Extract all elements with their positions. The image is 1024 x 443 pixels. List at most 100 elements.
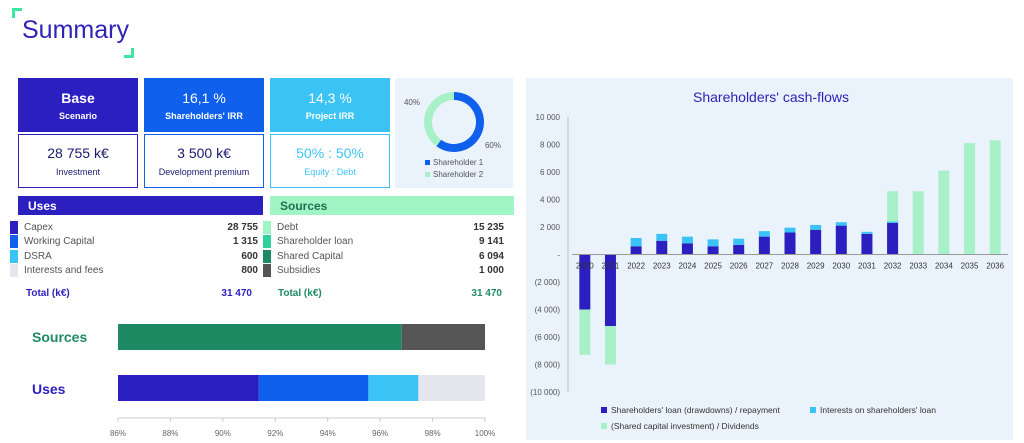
cashflow-x-tick-label: 2035: [961, 262, 979, 271]
title-brackets: [12, 8, 134, 58]
cashflow-x-tick-label: 2030: [832, 262, 850, 271]
hbar-segment: [418, 375, 485, 401]
cashflow-bar: [784, 227, 796, 233]
sources-bar-label: Sources: [32, 329, 88, 345]
cashflow-bar: [681, 236, 693, 244]
cashflow-x-tick-label: 2028: [781, 262, 799, 271]
cashflow-bar: [630, 246, 642, 255]
cashflow-bar: [989, 140, 1001, 255]
cashflow-y-tick-label: 4 000: [540, 196, 561, 205]
cashflow-bar: [656, 240, 668, 255]
cashflow-y-tick-label: 2 000: [540, 223, 561, 232]
sources-row-label: Subsidies: [277, 265, 321, 276]
sources-swatch: [263, 264, 271, 277]
uses-swatch: [10, 235, 18, 248]
cashflow-x-tick-label: 2036: [986, 262, 1004, 271]
uses-row-label: Working Capital: [24, 236, 95, 247]
kpi-investment-value: 28 755 k€: [47, 145, 109, 161]
kpi-shareholders-irr-value: 16,1 %: [182, 89, 226, 106]
cashflow-y-tick-label: 10 000: [536, 113, 561, 122]
page-title: Summary: [22, 16, 129, 44]
hbar-tick-label: 92%: [267, 429, 283, 438]
cashflow-y-tick-label: -: [557, 251, 560, 260]
cashflow-y-tick-label: (6 000): [535, 333, 561, 342]
kpi-investment: 28 755 k€ Investment: [18, 134, 138, 188]
cashflow-legend-swatch: [810, 407, 816, 413]
donut-label: 40%: [404, 98, 420, 107]
sources-row-value: 9 141: [478, 236, 504, 247]
kpi-development-premium: 3 500 k€ Development premium: [144, 134, 264, 188]
sources-total-value: 31 470: [471, 288, 502, 299]
hbar-tick-label: 90%: [215, 429, 231, 438]
cashflow-chart: Shareholders' cash-flows 10 000 8 000 6 000…: [530, 89, 1008, 431]
bracket-bottom-right: [124, 48, 134, 58]
kpi-development-premium-value: 3 500 k€: [177, 145, 231, 161]
cashflow-bar: [887, 221, 899, 223]
cashflow-bar: [707, 239, 719, 247]
hbar-segment: [118, 375, 259, 401]
cashflow-bar: [835, 222, 847, 226]
donut-legend-swatch: [425, 172, 430, 177]
sources-swatch: [263, 249, 271, 263]
sources-row-label: Shared Capital: [277, 250, 344, 262]
cashflow-legend-label: Shareholders' loan (drawdowns) / repayme…: [611, 405, 781, 415]
cashflow-bar: [861, 233, 873, 255]
cashflow-x-tick-label: 2034: [935, 262, 953, 271]
kpi-shareholders-irr: 16,1 % Shareholders' IRR: [144, 78, 264, 132]
cashflow-legend-label: (Shared capital investment) / Dividends: [611, 421, 759, 431]
hbar-tick-label: 86%: [110, 429, 126, 438]
kpi-equity-debt-label: Equity : Debt: [304, 167, 356, 177]
cashflow-y-tick-label: 6 000: [540, 168, 561, 177]
kpi-project-irr-label: Project IRR: [305, 110, 355, 121]
uses-row: Capex 28 755: [10, 220, 258, 234]
cashflow-x-tick-label: 2020: [576, 262, 594, 271]
cashflow-bar: [681, 243, 693, 255]
cashflow-bar: [810, 229, 822, 255]
sources-row: Shared Capital 6 094: [263, 249, 504, 263]
uses-swatch: [10, 249, 18, 263]
cashflow-bar: [579, 309, 591, 355]
uses-row-value: 1 315: [232, 236, 258, 247]
hbar-tick-label: 96%: [372, 429, 388, 438]
uses-row-value: 600: [241, 250, 258, 262]
cashflow-y-tick-label: 8 000: [540, 141, 561, 150]
hbar-tick-label: 88%: [162, 429, 178, 438]
cashflow-bar: [579, 254, 591, 310]
cashflow-bar: [810, 224, 822, 230]
cashflow-y-tick-label: (10 000): [530, 388, 560, 397]
donut-legend-swatch: [425, 160, 430, 165]
cashflow-x-tick-label: 2033: [909, 262, 927, 271]
kpi-investment-label: Investment: [55, 167, 101, 177]
kpi-scenario-value: Base: [61, 89, 95, 106]
cashflow-bar: [938, 170, 950, 255]
cashflow-bar: [630, 238, 642, 247]
cashflow-y-tick-label: (2 000): [535, 278, 561, 287]
sources-row: Debt 15 235: [263, 220, 504, 234]
kpi-project-irr: 14,3 % Project IRR: [270, 78, 390, 132]
sources-row-label: Debt: [277, 221, 299, 233]
uses-row-value: 800: [241, 265, 258, 276]
uses-total-label: Total (k€): [26, 288, 70, 299]
cashflow-x-tick-label: 2031: [858, 262, 876, 271]
cashflow-x-tick-label: 2029: [807, 262, 825, 271]
cashflow-bar: [964, 143, 976, 255]
donut-slice: [424, 92, 454, 147]
cashflow-bar: [887, 191, 899, 222]
uses-row: Working Capital 1 315: [10, 235, 258, 249]
cashflow-bar: [835, 225, 847, 255]
kpi-equity-debt-value: 50% : 50%: [296, 145, 364, 161]
cashflow-x-tick-label: 2024: [679, 262, 697, 271]
kpi-project-irr-value: 14,3 %: [308, 89, 352, 106]
cashflow-legend-label: Interests on shareholders' loan: [820, 405, 936, 415]
hbar-tick-label: 100%: [475, 429, 495, 438]
cashflow-y-tick-label: (4 000): [535, 306, 561, 315]
cashflow-x-tick-label: 2023: [653, 262, 671, 271]
uses-row-label: Capex: [24, 221, 53, 233]
donut-legend-label: Shareholder 2: [433, 170, 484, 179]
uses-row: Interests and fees 800: [10, 264, 258, 278]
donut-slice: [436, 92, 484, 152]
cashflow-bar: [604, 326, 616, 365]
sources-row-label: Shareholder loan: [277, 236, 354, 247]
sources-total-label: Total (k€): [278, 288, 322, 299]
cashflow-bar: [758, 236, 770, 255]
